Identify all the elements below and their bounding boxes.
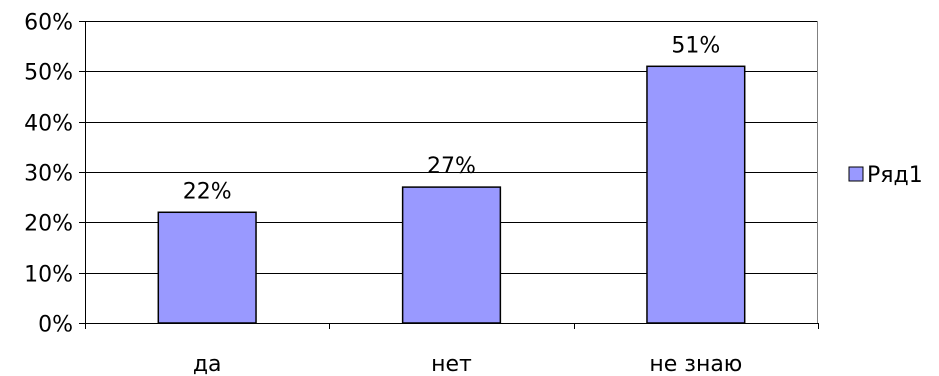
bar-1	[157, 211, 257, 324]
bar-2	[401, 186, 502, 324]
legend-label-series-1: Ряд1	[867, 163, 923, 188]
labels: 0% 10% 20% 30% 40% 50% 60% 22% да 27% нет 51% не зна…	[24, 11, 742, 376]
y-tick-label: 20%	[24, 212, 73, 237]
bar-3	[646, 65, 746, 324]
bars	[157, 65, 746, 324]
x-category-label: да	[193, 352, 222, 376]
legend-swatch-series-1	[848, 166, 864, 182]
x-category-label: не знаю	[649, 352, 742, 376]
data-label-1: 22%	[183, 179, 232, 204]
data-label-2: 27%	[427, 154, 476, 179]
data-label-3: 51%	[671, 33, 720, 58]
y-tick-label: 0%	[38, 313, 73, 338]
legend: Ряд1	[848, 163, 923, 188]
y-tick-label: 30%	[24, 162, 73, 187]
x-category-label: нет	[431, 352, 472, 376]
y-tick-label: 10%	[24, 263, 73, 288]
y-tick-label: 50%	[24, 61, 73, 86]
y-tick-label: 40%	[24, 112, 73, 137]
y-tick-label: 60%	[24, 11, 73, 36]
